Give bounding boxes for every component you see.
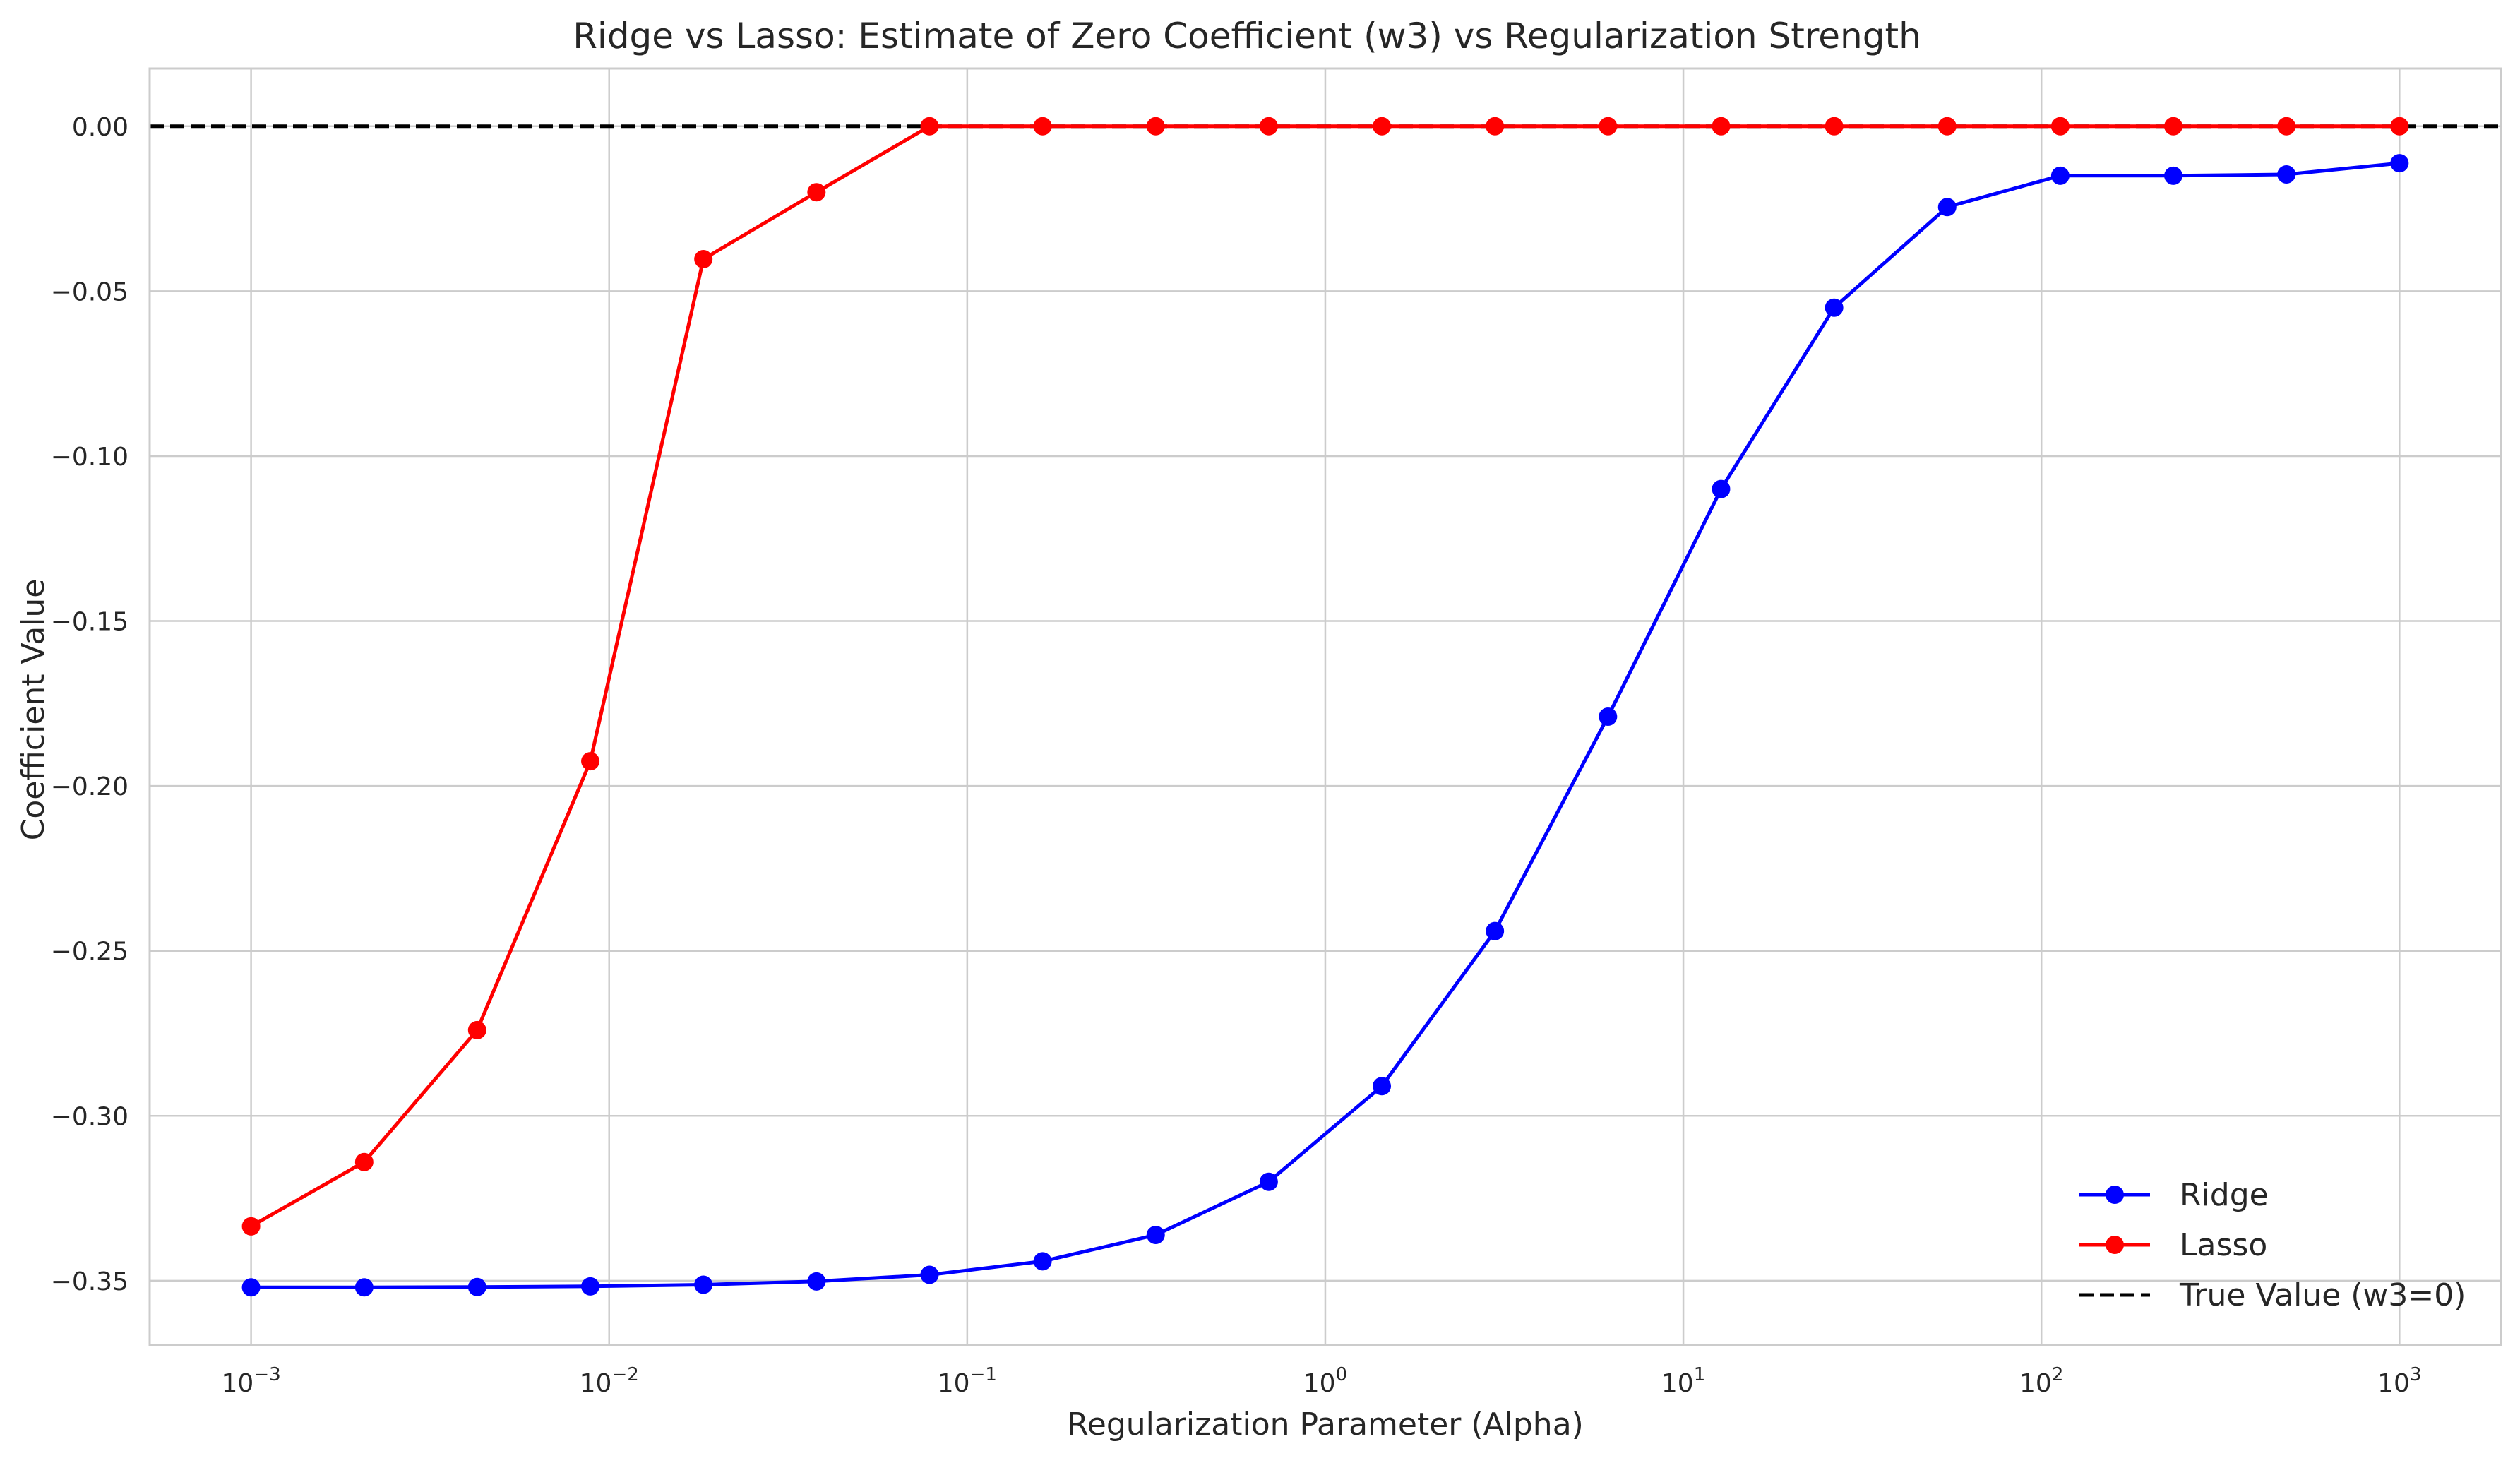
data-series: [150, 117, 2501, 1297]
y-tick-label: −0.15: [51, 608, 129, 637]
tick-labels: 10−3 10−2 10−1 100 101 102 1030.00−0.05−0.10−0…: [51, 113, 2422, 1398]
lasso-point: [354, 1152, 374, 1171]
x-tick-exponent: −3: [253, 1364, 280, 1385]
lasso-point: [1146, 117, 1165, 136]
x-tick-base: 10: [580, 1369, 612, 1398]
ridge-point: [694, 1275, 713, 1294]
lasso-point: [467, 1020, 486, 1039]
ridge-point: [1825, 298, 1844, 317]
lasso-point: [1373, 117, 1392, 136]
legend-lasso-label: Lasso: [2180, 1227, 2267, 1263]
x-tick-exponent: 3: [2410, 1364, 2422, 1385]
legend-ridge-label: Ridge: [2180, 1177, 2269, 1213]
x-tick-base: 10: [2019, 1369, 2052, 1398]
x-axis-label: Regularization Parameter (Alpha): [1067, 1407, 1584, 1443]
lasso-point: [1486, 117, 1505, 136]
lasso-point: [1825, 117, 1844, 136]
ridge-point: [354, 1278, 374, 1297]
lasso-point: [241, 1217, 261, 1236]
ridge-point: [1486, 921, 1505, 940]
ridge-point: [1033, 1252, 1052, 1271]
x-tick-label: 101: [1661, 1364, 1705, 1398]
x-tick-exponent: −1: [970, 1364, 997, 1385]
y-tick-label: −0.35: [51, 1267, 129, 1296]
x-tick-base: 10: [1303, 1369, 1336, 1398]
ridge-point: [2390, 154, 2409, 173]
y-tick-label: −0.05: [51, 277, 129, 306]
lasso-point: [694, 250, 713, 269]
lasso-point: [1937, 117, 1957, 136]
lasso-point: [2277, 117, 2296, 136]
legend-ridge-marker: [2106, 1186, 2124, 1204]
y-tick-label: −0.30: [51, 1102, 129, 1131]
y-axis-label: Coefficient Value: [16, 579, 52, 841]
y-tick-label: −0.20: [51, 772, 129, 801]
lasso-point: [581, 752, 600, 771]
x-tick-label: 10−2: [580, 1364, 639, 1398]
x-tick-label: 103: [2377, 1364, 2421, 1398]
ridge-point: [2164, 166, 2183, 185]
lasso-line: [250, 124, 2400, 1228]
ridge-line: [251, 161, 2400, 1289]
ridge-point: [1937, 198, 1957, 217]
lasso-point: [920, 117, 939, 136]
x-tick-exponent: 2: [2052, 1364, 2064, 1385]
ridge-point: [467, 1277, 486, 1296]
y-tick-label: 0.00: [72, 113, 129, 142]
legend: Ridge Lasso True Value (w3=0): [2079, 1177, 2466, 1313]
ridge-point: [581, 1277, 600, 1296]
x-tick-base: 10: [938, 1369, 970, 1398]
lasso-point: [807, 183, 826, 202]
ridge-point: [920, 1265, 939, 1284]
plot-frame: [148, 67, 2502, 1346]
ridge-point: [1259, 1172, 1278, 1191]
x-tick-base: 10: [2377, 1369, 2410, 1398]
legend-true-value-label: True Value (w3=0): [2179, 1277, 2466, 1313]
x-tick-exponent: −2: [611, 1364, 638, 1385]
ridge-point: [2277, 165, 2296, 184]
x-tick-base: 10: [1661, 1369, 1694, 1398]
ridge-point: [1712, 479, 1731, 498]
ridge-point: [1146, 1225, 1165, 1244]
ridge-point: [241, 1278, 261, 1297]
legend-lasso-marker: [2106, 1236, 2124, 1254]
lasso-point: [2390, 117, 2409, 136]
x-tick-label: 10−1: [938, 1364, 997, 1398]
lasso-point: [2164, 117, 2183, 136]
ridge-point: [1373, 1077, 1392, 1096]
x-tick-base: 10: [222, 1369, 254, 1398]
y-tick-label: −0.10: [51, 443, 129, 472]
ridge-point: [2050, 166, 2070, 185]
lasso-point: [1712, 117, 1731, 136]
x-tick-label: 102: [2019, 1364, 2063, 1398]
ridge-point: [807, 1272, 826, 1291]
chart-title: Ridge vs Lasso: Estimate of Zero Coeffic…: [573, 16, 1921, 56]
x-tick-label: 100: [1303, 1364, 1347, 1398]
y-tick-label: −0.25: [51, 938, 129, 967]
ridge-point: [1599, 707, 1618, 727]
x-tick-exponent: 1: [1694, 1364, 1706, 1385]
x-tick-label: 10−3: [222, 1364, 281, 1398]
lasso-point: [1599, 117, 1618, 136]
x-tick-exponent: 0: [1336, 1364, 1348, 1385]
lasso-point: [1259, 117, 1278, 136]
lasso-point: [2050, 117, 2070, 136]
lasso-point: [1033, 117, 1052, 136]
